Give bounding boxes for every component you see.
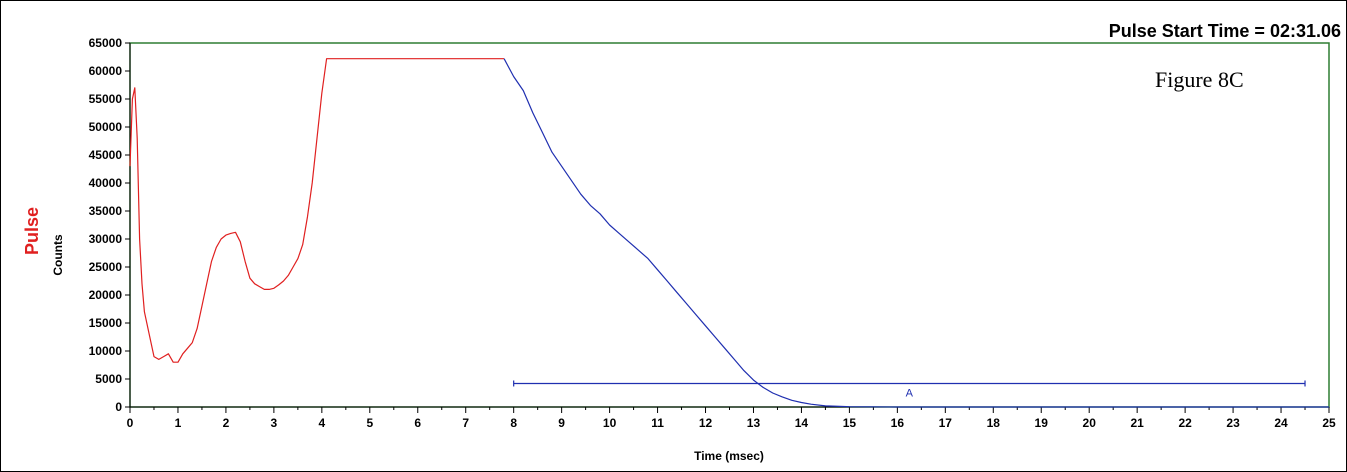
y-tick-label: 45000	[89, 148, 123, 162]
series-layer	[129, 58, 1329, 408]
x-tick-label: 12	[699, 416, 713, 430]
y-tick-label: 10000	[89, 344, 123, 358]
marker-label: A	[906, 387, 914, 399]
x-tick-label: 25	[1322, 416, 1336, 430]
x-tick-label: 5	[366, 416, 373, 430]
x-tick-label: 2	[223, 416, 230, 430]
x-tick-label: 9	[558, 416, 565, 430]
axes-layer: 0 5000 10000 15000 20000 25000 30000 35000 40000…	[89, 36, 1336, 430]
y-tick-label: 55000	[89, 92, 123, 106]
y-tick-label: 60000	[89, 64, 123, 78]
y-tick-label: 35000	[89, 204, 123, 218]
y-tick-label: 65000	[89, 36, 123, 50]
series-line-1	[129, 58, 505, 363]
plot-area-frame	[129, 42, 1330, 408]
y-tick-label: 30000	[89, 232, 123, 246]
x-tick-label: 10	[603, 416, 617, 430]
x-axis-title: Time (msec)	[694, 449, 764, 463]
x-tick-label: 11	[651, 416, 664, 430]
y-axis-title: Counts	[51, 234, 65, 276]
x-tick-label: 1	[175, 416, 182, 430]
x-tick-label: 13	[747, 416, 761, 430]
y-tick-label: 20000	[89, 288, 123, 302]
y-tick-label: 5000	[95, 372, 122, 386]
x-tick-label: 8	[510, 416, 517, 430]
y-tick-label: 50000	[89, 120, 123, 134]
x-tick-label: 15	[843, 416, 857, 430]
chart-title: Pulse Start Time = 02:31.06	[1109, 21, 1341, 41]
x-tick-label: 7	[462, 416, 469, 430]
x-tick-label: 22	[1178, 416, 1192, 430]
y-tick-label: 15000	[89, 316, 123, 330]
x-tick-label: 16	[891, 416, 905, 430]
x-tick-label: 4	[318, 416, 325, 430]
series-line-2	[503, 58, 1329, 408]
x-tick-label: 19	[1035, 416, 1049, 430]
figure-annotation: Figure 8C	[1155, 67, 1244, 92]
x-tick-label: 24	[1274, 416, 1288, 430]
x-tick-label: 14	[795, 416, 809, 430]
x-tick-label: 0	[127, 416, 134, 430]
y-tick-label: 40000	[89, 176, 123, 190]
y-tick-label: 25000	[89, 260, 123, 274]
x-tick-label: 17	[939, 416, 953, 430]
x-tick-label: 18	[987, 416, 1001, 430]
x-tick-label: 21	[1130, 416, 1144, 430]
series-label: Pulse	[22, 207, 42, 255]
x-tick-label: 6	[414, 416, 421, 430]
marker-layer: A	[513, 380, 1306, 399]
y-tick-label: 0	[115, 400, 122, 414]
x-tick-label: 20	[1083, 416, 1097, 430]
x-tick-label: 23	[1226, 416, 1240, 430]
x-tick-label: 3	[271, 416, 278, 430]
